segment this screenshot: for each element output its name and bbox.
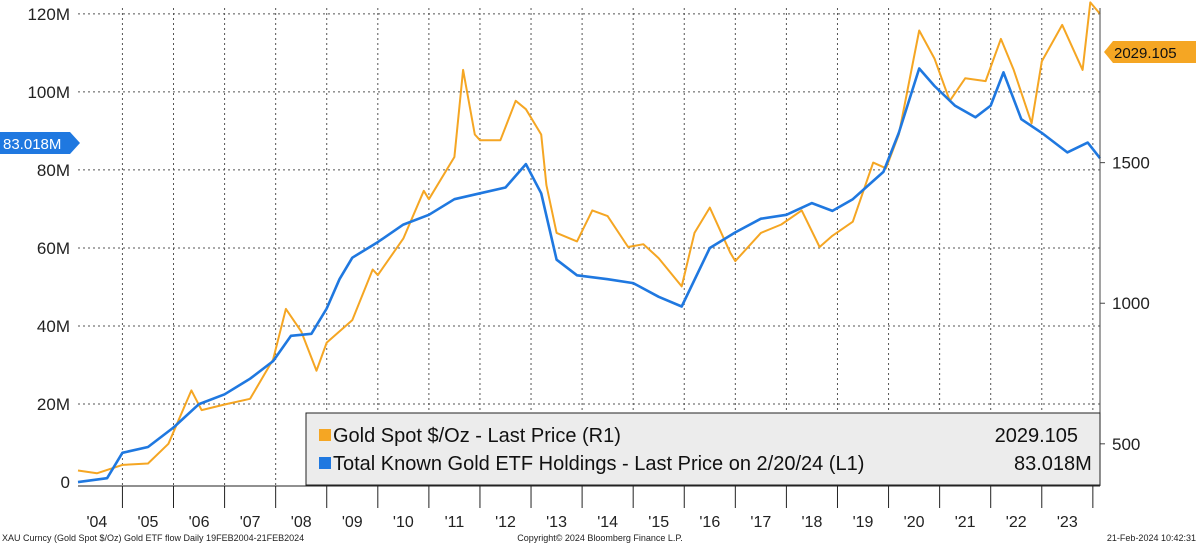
x-tick-label: '21 bbox=[955, 514, 976, 531]
gridlines bbox=[78, 8, 1100, 486]
x-tick-label: '14 bbox=[597, 514, 618, 531]
legend-value-etf: 83.018M bbox=[1014, 453, 1092, 475]
x-tick-label: '07 bbox=[240, 514, 261, 531]
left-tick-label: 80M bbox=[37, 161, 70, 180]
x-axis: '04 '05 '06 '07 '08 '09 '10 '11 '12 '13 '14 '15 '16 '… bbox=[86, 486, 1094, 531]
left-tick-label: 120M bbox=[27, 5, 70, 24]
x-tick-label: '08 bbox=[291, 514, 312, 531]
x-tick-label: '18 bbox=[802, 514, 823, 531]
x-tick-label: '13 bbox=[546, 514, 567, 531]
right-tag-shape bbox=[1104, 41, 1196, 63]
x-tick-label: '19 bbox=[853, 514, 874, 531]
left-tick-label: 60M bbox=[37, 239, 70, 258]
legend-box bbox=[305, 412, 1101, 486]
x-tick-label: '10 bbox=[393, 514, 414, 531]
left-tick-label: 20M bbox=[37, 395, 70, 414]
legend: Gold Spot $/Oz - Last Price (R1) 2029.10… bbox=[305, 412, 1101, 486]
series-lines bbox=[77, 1, 1102, 484]
x-tick-label: '15 bbox=[648, 514, 669, 531]
left-tick-label: 100M bbox=[27, 83, 70, 102]
legend-swatch-gold bbox=[319, 429, 331, 441]
legend-value-gold: 2029.105 bbox=[995, 425, 1078, 447]
right-tick-label: 1000 bbox=[1112, 294, 1150, 313]
legend-label-etf: Total Known Gold ETF Holdings - Last Pri… bbox=[333, 453, 864, 475]
x-tick-label: '05 bbox=[138, 514, 159, 531]
x-tick-label: '20 bbox=[904, 514, 925, 531]
x-tick-label: '17 bbox=[750, 514, 771, 531]
left-tick-label: 40M bbox=[37, 317, 70, 336]
right-tick-label: 500 bbox=[1112, 435, 1140, 454]
footer-timestamp: 21-Feb-2024 10:42:31 bbox=[1107, 533, 1196, 543]
x-tick-label: '09 bbox=[342, 514, 363, 531]
legend-swatch-etf bbox=[319, 457, 331, 469]
x-tick-label: '11 bbox=[445, 514, 465, 531]
legend-label-gold: Gold Spot $/Oz - Last Price (R1) bbox=[333, 425, 621, 447]
right-tag-value: 2029.105 bbox=[1114, 45, 1177, 62]
left-last-value-tag: 83.018M bbox=[0, 132, 80, 154]
x-tick-label: '23 bbox=[1057, 514, 1078, 531]
x-tick-label: '16 bbox=[699, 514, 720, 531]
footer-copyright: Copyright© 2024 Bloomberg Finance L.P. bbox=[517, 533, 683, 543]
right-tick-label: 1500 bbox=[1112, 154, 1150, 173]
x-tick-label: '04 bbox=[86, 514, 107, 531]
left-axis: 0 20M 40M 60M 80M 100M 120M bbox=[27, 5, 70, 492]
footer-left: XAU Curncy (Gold Spot $/Oz) Gold ETF flo… bbox=[2, 533, 304, 543]
left-tick-label: 0 bbox=[61, 473, 70, 492]
left-tag-value: 83.018M bbox=[3, 136, 61, 153]
x-tick-label: '12 bbox=[495, 514, 516, 531]
gold-etf-holdings-line bbox=[77, 67, 1102, 484]
right-last-value-tag: 2029.105 bbox=[1104, 41, 1196, 63]
gold-spot-price-line bbox=[77, 1, 1101, 475]
x-tick-label: '06 bbox=[189, 514, 210, 531]
right-axis: 500 1000 1500 bbox=[1100, 154, 1150, 454]
left-tag-shape bbox=[0, 132, 80, 154]
x-tick-label: '22 bbox=[1006, 514, 1027, 531]
